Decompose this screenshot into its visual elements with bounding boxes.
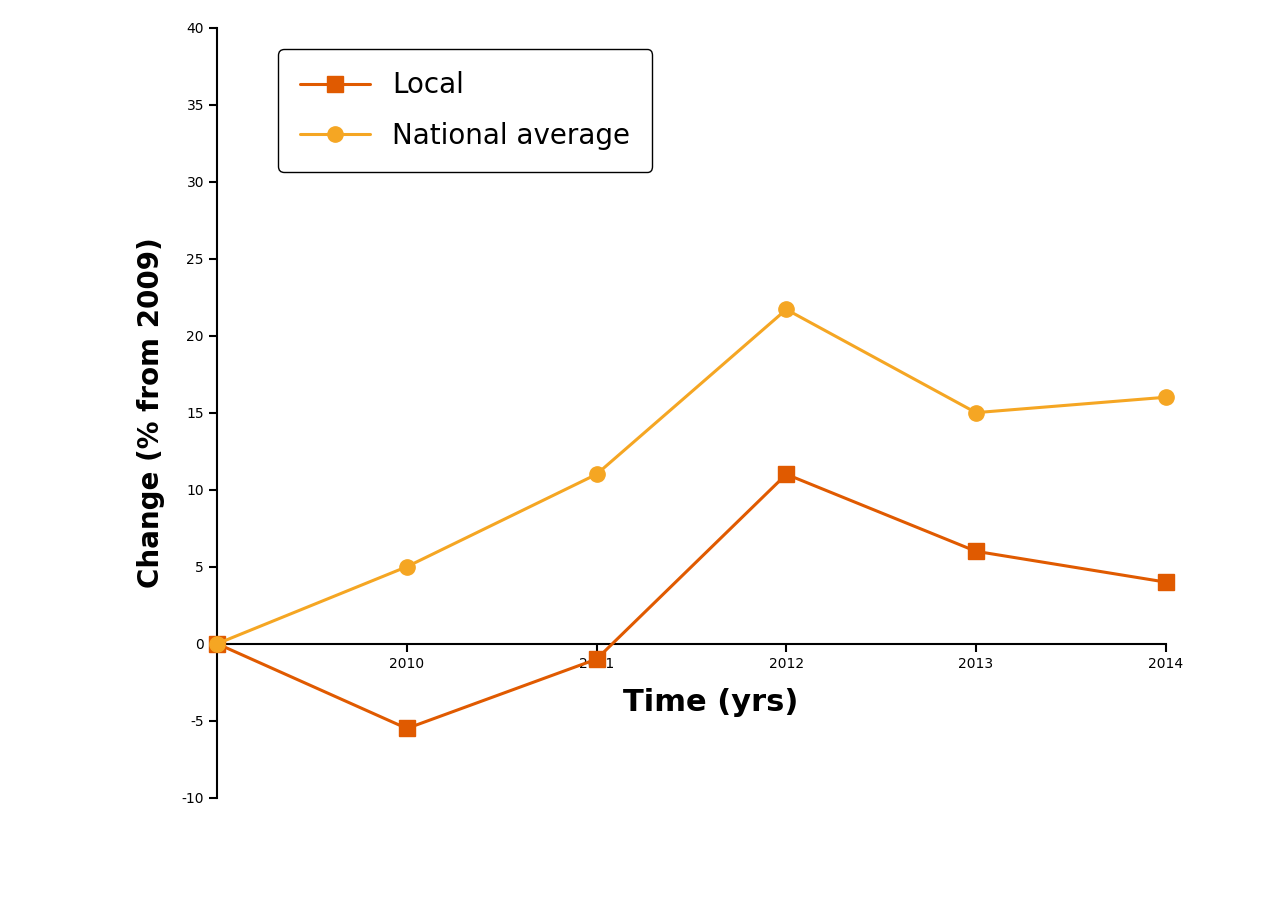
National average xyxy=(778,304,794,315)
National average xyxy=(1158,392,1174,403)
Local xyxy=(969,546,984,557)
Local xyxy=(1158,577,1174,588)
Local xyxy=(210,638,225,649)
Local xyxy=(399,723,415,734)
Line: Local: Local xyxy=(210,467,1174,736)
Y-axis label: Change (% from 2009): Change (% from 2009) xyxy=(137,238,165,588)
National average xyxy=(210,638,225,649)
Legend: Local, National average: Local, National average xyxy=(278,50,653,171)
National average xyxy=(399,561,415,572)
National average xyxy=(589,469,604,480)
X-axis label: Time (yrs): Time (yrs) xyxy=(622,688,799,716)
Local xyxy=(778,469,794,480)
Local xyxy=(589,654,604,665)
National average xyxy=(969,407,984,418)
Line: National average: National average xyxy=(210,302,1174,651)
